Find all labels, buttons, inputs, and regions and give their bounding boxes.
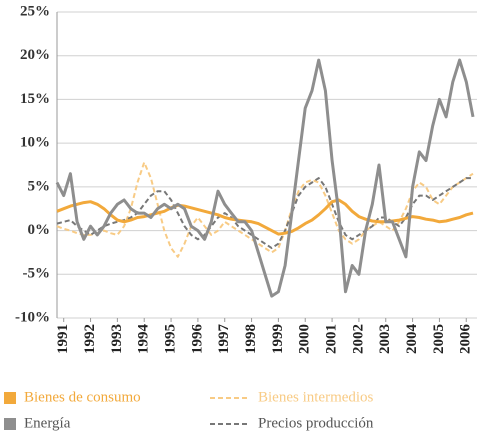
y-tick-label: 25% [20, 3, 50, 19]
y-tick-label: -5% [23, 266, 51, 282]
series-line [55, 58, 475, 298]
y-tick-label: 5% [28, 178, 51, 194]
y-tick-label: -10% [15, 309, 50, 325]
x-tick-label: 1997 [216, 324, 232, 355]
x-tick-label: 1991 [55, 324, 71, 354]
x-tick-label: 2000 [297, 324, 313, 354]
series-line [56, 198, 474, 236]
y-tick-label: 20% [20, 47, 50, 63]
x-tick-label: 2002 [350, 324, 366, 354]
x-tick-label: 1999 [270, 324, 286, 354]
y-tick-label: 10% [20, 135, 50, 151]
x-tick-label: 2005 [431, 324, 447, 354]
legend-label: Energía [24, 415, 71, 431]
legend-label: Bienes de consumo [24, 389, 141, 405]
x-tick-label: 1998 [243, 324, 259, 354]
legend-swatch [4, 392, 16, 404]
x-tick-label: 1996 [189, 324, 205, 355]
x-tick-label: 1995 [162, 324, 178, 354]
x-tick-label: 1992 [82, 324, 98, 354]
legend-label: Bienes intermedios [258, 389, 374, 405]
x-tick-label: 2004 [404, 324, 420, 355]
legend-label: Precios producción [258, 415, 374, 431]
legend-swatch [4, 418, 16, 430]
x-tick-label: 2003 [377, 324, 393, 354]
x-tick-label: 2001 [324, 324, 340, 354]
x-tick-label: 2006 [458, 324, 474, 355]
x-tick-label: 1994 [136, 324, 152, 355]
y-tick-label: 15% [20, 91, 50, 107]
x-tick-label: 1993 [109, 324, 125, 354]
y-tick-label: 0% [28, 222, 51, 238]
